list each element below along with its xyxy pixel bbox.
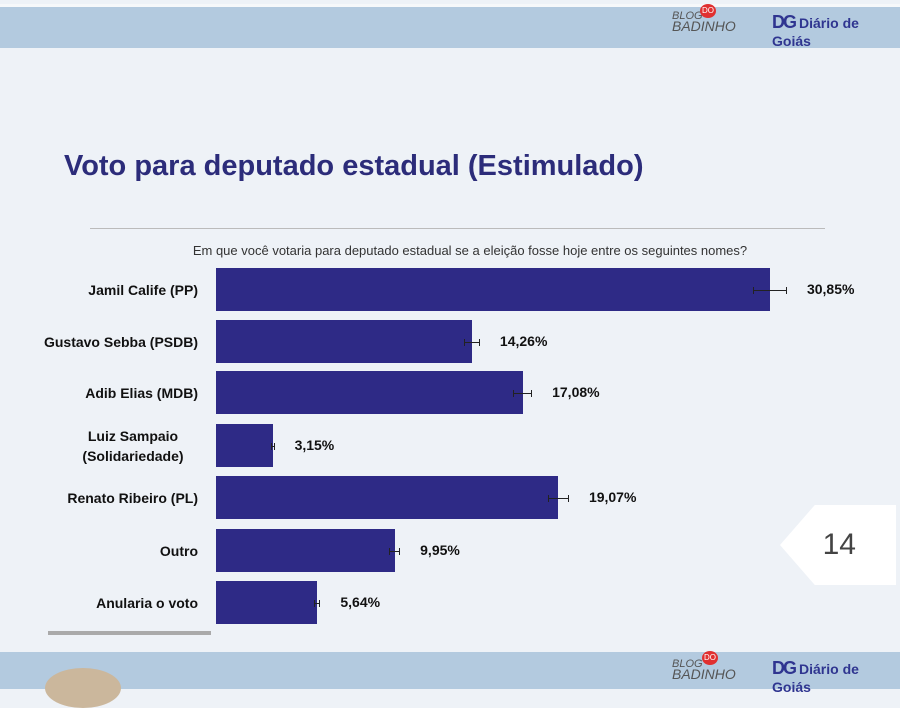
category-label: Renato Ribeiro (PL): [67, 489, 198, 506]
category-label: Outro: [159, 542, 198, 559]
error-bar: [314, 599, 321, 607]
bar: [216, 371, 523, 414]
page-number: 14: [780, 505, 896, 585]
data-label: 3,15%: [294, 436, 335, 453]
site-logo: DG Diário de Goiás: [772, 12, 859, 49]
footer-blog-logo: BLOG BADINHO: [672, 658, 736, 682]
data-label: 19,07%: [588, 488, 637, 505]
category-label: Jamil Calife (PP): [88, 281, 198, 298]
data-label: 9,95%: [420, 541, 460, 558]
footer-site-logo: DG Diário de Goiás: [772, 658, 859, 695]
scrollbar[interactable]: [48, 631, 211, 635]
bar: [216, 268, 770, 311]
chart-subtitle: Em que você votaria para deputado estadu…: [192, 243, 748, 258]
bar: [216, 476, 559, 519]
divider: [90, 228, 825, 229]
data-label: 30,85%: [806, 280, 855, 297]
header-band: [0, 4, 900, 48]
chart-title: Voto para deputado estadual (Estimulado): [64, 150, 644, 182]
category-label: Luiz Sampaio (Solidariedade): [82, 427, 184, 464]
error-bar: [753, 286, 787, 294]
error-bar: [547, 494, 569, 502]
bar: [216, 581, 318, 624]
error-bar: [270, 442, 275, 450]
category-label: Adib Elias (MDB): [85, 384, 198, 401]
blog-logo: BLOG BADINHO: [672, 10, 736, 34]
blog-logo-badge: DO: [700, 4, 716, 18]
error-bar: [513, 389, 533, 397]
avatar: [45, 668, 121, 708]
error-bar: [464, 338, 480, 346]
bar: [216, 529, 395, 572]
category-label: Gustavo Sebba (PSDB): [43, 333, 198, 350]
footer-band: [0, 652, 900, 689]
data-label: 17,08%: [552, 383, 600, 400]
bar: [216, 424, 273, 467]
bar: [216, 320, 473, 363]
category-label: Anularia o voto: [96, 594, 198, 611]
error-bar: [389, 547, 401, 555]
data-label: 14,26%: [499, 332, 548, 349]
data-label: 5,64%: [340, 593, 381, 610]
footer-blog-logo-badge: DO: [702, 651, 718, 665]
